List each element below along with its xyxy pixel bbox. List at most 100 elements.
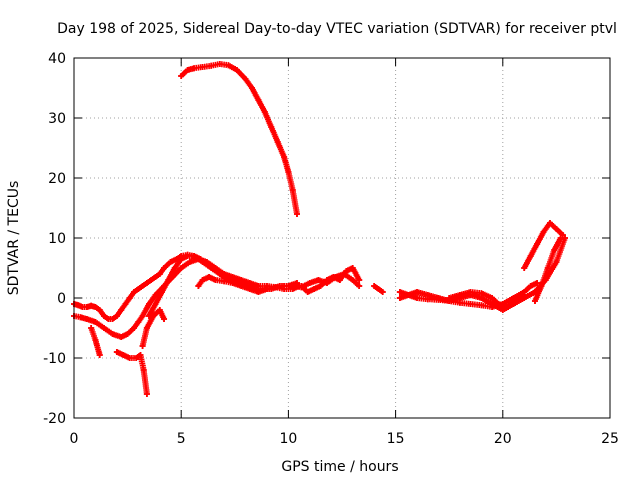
data-point bbox=[229, 280, 236, 286]
data-point bbox=[495, 301, 502, 307]
data-point bbox=[208, 62, 215, 69]
data-point bbox=[203, 259, 210, 265]
grid-lines bbox=[74, 58, 610, 418]
data-point bbox=[512, 298, 519, 304]
y-tick-label: 30 bbox=[48, 111, 66, 127]
data-point bbox=[221, 278, 228, 285]
data-point bbox=[191, 253, 198, 259]
data-point bbox=[195, 283, 202, 289]
data-point bbox=[161, 265, 168, 271]
data-point bbox=[261, 109, 268, 115]
data-point bbox=[356, 277, 363, 283]
data-point bbox=[272, 284, 279, 291]
data-point bbox=[152, 274, 159, 280]
data-point bbox=[120, 352, 127, 358]
data-point bbox=[229, 274, 236, 280]
data-point bbox=[246, 280, 253, 286]
x-tick-label: 15 bbox=[387, 431, 405, 447]
y-tick-label: 10 bbox=[48, 231, 66, 247]
data-point bbox=[156, 271, 163, 277]
x-tick-label: 5 bbox=[177, 431, 186, 447]
data-point bbox=[113, 313, 120, 319]
data-point bbox=[293, 211, 300, 217]
data-point bbox=[199, 277, 206, 283]
data-point bbox=[77, 314, 84, 321]
data-point bbox=[165, 277, 172, 283]
series-arc4 bbox=[88, 325, 103, 358]
data-point bbox=[435, 295, 442, 301]
data-point bbox=[478, 290, 485, 297]
data-point bbox=[131, 289, 138, 295]
data-point bbox=[133, 355, 140, 361]
data-point bbox=[396, 289, 403, 295]
data-point bbox=[225, 62, 232, 69]
data-point bbox=[126, 355, 133, 361]
data-point bbox=[521, 292, 528, 298]
data-point bbox=[122, 301, 129, 307]
series-arc13 bbox=[446, 289, 528, 310]
data-point bbox=[396, 295, 403, 301]
data-point bbox=[143, 280, 150, 286]
data-point bbox=[186, 259, 193, 265]
data-point bbox=[424, 292, 431, 298]
data-point bbox=[343, 268, 350, 274]
series-arc10 bbox=[371, 283, 386, 295]
data-point bbox=[156, 307, 163, 313]
data-point bbox=[143, 325, 150, 331]
data-point bbox=[212, 265, 219, 271]
data-point bbox=[161, 316, 168, 322]
data-point bbox=[414, 295, 421, 301]
data-point bbox=[546, 220, 553, 226]
data-point bbox=[83, 304, 90, 310]
data-point bbox=[478, 302, 485, 309]
data-point bbox=[289, 187, 296, 193]
data-point bbox=[557, 235, 564, 241]
data-point bbox=[379, 289, 386, 295]
data-point bbox=[527, 283, 534, 289]
data-point bbox=[446, 295, 453, 301]
data-point bbox=[255, 97, 262, 103]
data-point bbox=[92, 304, 99, 310]
data-point bbox=[92, 319, 99, 325]
data-point bbox=[178, 256, 185, 262]
data-point bbox=[146, 313, 153, 319]
data-point bbox=[248, 85, 255, 91]
data-point bbox=[167, 259, 174, 265]
series-arc15 bbox=[531, 235, 564, 304]
series-arc12 bbox=[396, 235, 568, 313]
x-axis-label: GPS time / hours bbox=[281, 459, 398, 475]
data-point bbox=[83, 316, 90, 322]
series-arc5 bbox=[113, 349, 150, 397]
data-point bbox=[152, 301, 159, 307]
data-point bbox=[212, 277, 219, 283]
data-point bbox=[405, 292, 412, 298]
x-tick-label: 0 bbox=[70, 431, 79, 447]
data-point bbox=[456, 292, 463, 298]
data-point bbox=[467, 301, 474, 307]
y-axis-label: SDTVAR / TECUs bbox=[6, 181, 22, 296]
data-point bbox=[109, 316, 116, 322]
data-point bbox=[551, 247, 558, 253]
y-tick-label: 20 bbox=[48, 171, 66, 187]
data-point bbox=[323, 277, 330, 283]
data-point bbox=[146, 301, 153, 307]
data-point bbox=[109, 331, 116, 337]
chart-title: Day 198 of 2025, Sidereal Day-to-day VTE… bbox=[57, 21, 617, 37]
data-point bbox=[489, 295, 496, 301]
data-markers bbox=[178, 61, 300, 217]
data-point bbox=[336, 277, 343, 283]
data-point bbox=[191, 65, 198, 72]
data-point bbox=[171, 265, 178, 271]
data-point bbox=[178, 265, 185, 271]
data-point bbox=[263, 286, 270, 292]
data-point bbox=[118, 334, 125, 340]
data-point bbox=[75, 302, 82, 309]
data-point bbox=[531, 298, 538, 304]
series-arc7 bbox=[146, 253, 204, 319]
data-point bbox=[199, 64, 206, 70]
data-point bbox=[540, 229, 547, 235]
data-point bbox=[330, 274, 337, 280]
data-point bbox=[135, 319, 142, 325]
data-point bbox=[92, 337, 99, 343]
data-point bbox=[315, 277, 322, 283]
